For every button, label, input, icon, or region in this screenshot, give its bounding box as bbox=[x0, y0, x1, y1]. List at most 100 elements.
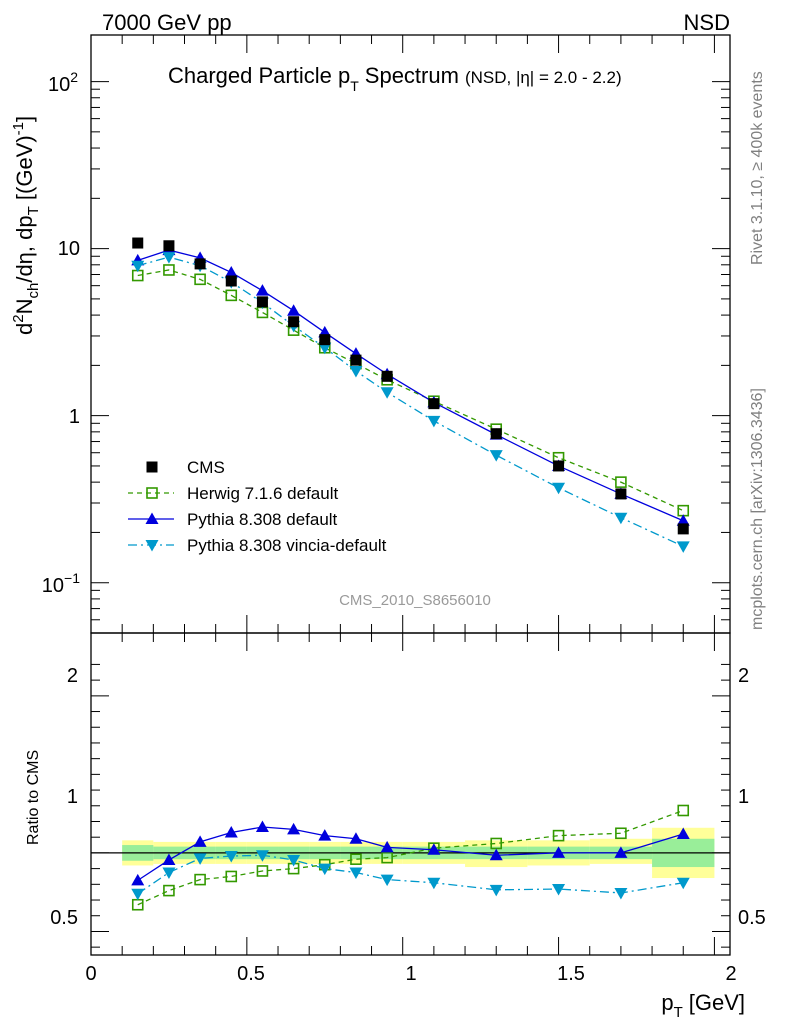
x-tick-0.5: 0.5 bbox=[237, 963, 265, 985]
y-tick-100: 102 bbox=[48, 69, 78, 96]
ratio-pythia-8-308-vincia-default-point bbox=[255, 850, 269, 862]
ratio-y-tick-1: 1 bbox=[67, 786, 78, 808]
ratio-pythia-8-308-vincia-default-point bbox=[318, 863, 332, 876]
ratio-y-tick-2-right: 2 bbox=[738, 665, 749, 687]
main-pythia-8-308-vincia-default-point bbox=[676, 541, 690, 553]
ratio-pythia-8-308-vincia-default-point bbox=[380, 874, 394, 887]
ratio-herwig-7-1-6-default-point bbox=[194, 873, 206, 886]
ratio-y-axis-label: Ratio to CMS bbox=[25, 750, 42, 845]
chart-title: Charged Particle pT Spectrum (NSD, |η| = 2… bbox=[168, 63, 622, 94]
ratio-pythia-8-308-vincia-default-point bbox=[287, 854, 301, 867]
x-tick-1.5: 1.5 bbox=[557, 963, 585, 985]
ratio-pythia-8-308-default-point bbox=[427, 843, 441, 855]
main-pythia-8-308-vincia-default-point bbox=[318, 342, 332, 355]
ratio-herwig-7-1-6-default-point bbox=[350, 853, 362, 865]
ratio-panel: 2 1 0.5 2 1 0.5 Ratio to CMS 0 0.5 1 1.5… bbox=[25, 632, 766, 1021]
ratio-herwig-7-1-6-default-point bbox=[490, 837, 503, 850]
ratio-pythia-8-308-default-point bbox=[131, 873, 145, 886]
legend-entry-pythia-8-308-vincia-default: Pythia 8.308 vincia-default bbox=[187, 536, 387, 555]
main-herwig-7-1-6-default-line bbox=[137, 269, 684, 512]
main-cms-point bbox=[256, 296, 268, 308]
legend-marker bbox=[145, 512, 159, 524]
main-cms-point bbox=[350, 354, 362, 366]
main-pythia-8-308-vincia-default-point bbox=[349, 366, 363, 378]
ratio-y-tick-1-right: 1 bbox=[738, 786, 749, 808]
ratio-herwig-7-1-6-default-point bbox=[552, 829, 565, 842]
main-cms-point bbox=[163, 240, 175, 252]
ratio-pythia-8-308-default-point bbox=[676, 827, 690, 840]
spectrum-panel: 102 10 1 10−1 d2Nch/dη, dpT [(GeV)-1] Ch… bbox=[10, 34, 731, 634]
main-cms-point bbox=[490, 428, 502, 440]
main-pythia-8-308-vincia-default-point bbox=[131, 260, 145, 273]
main-pythia-8-308-vincia-default-point bbox=[380, 387, 394, 399]
main-pythia-8-308-vincia-default-point bbox=[552, 482, 566, 495]
rivet-version-label: Rivet 3.1.10, ≥ 400k events bbox=[749, 71, 766, 265]
ratio-pythia-8-308-default-point bbox=[614, 846, 628, 858]
ratio-pythia-8-308-vincia-default-line bbox=[137, 854, 684, 895]
y-tick-0.1: 10−1 bbox=[42, 570, 80, 597]
x-tick-1: 1 bbox=[405, 963, 416, 985]
main-pythia-8-308-default-point bbox=[287, 304, 301, 316]
main-cms-point bbox=[288, 316, 300, 328]
legend-marker bbox=[146, 487, 158, 499]
main-pythia-8-308-vincia-default-point bbox=[489, 450, 503, 462]
main-pythia-8-308-default-point bbox=[224, 265, 238, 278]
main-cms-point bbox=[194, 258, 206, 270]
ratio-pythia-8-308-default-point bbox=[224, 825, 238, 838]
main-herwig-7-1-6-default-point bbox=[194, 273, 206, 286]
legend-entry-cms: CMS bbox=[187, 458, 225, 477]
main-pythia-8-308-vincia-default-point bbox=[614, 512, 628, 525]
ratio-pythia-8-308-vincia-default-point bbox=[162, 867, 176, 880]
legend-marker bbox=[146, 461, 158, 473]
ratio-herwig-7-1-6-default-point bbox=[615, 827, 627, 840]
ratio-pythia-8-308-default-point bbox=[349, 832, 363, 844]
x-axis-label: pT [GeV] bbox=[661, 990, 745, 1021]
main-herwig-7-1-6-default-point bbox=[225, 289, 238, 302]
header-energy: 7000 GeV pp bbox=[102, 10, 232, 35]
main-cms-point bbox=[553, 460, 565, 472]
ratio-pythia-8-308-vincia-default-point bbox=[349, 867, 363, 880]
main-cms-point bbox=[132, 237, 144, 249]
ratio-pythia-8-308-default-point bbox=[318, 829, 332, 841]
main-pythia-8-308-vincia-default-point bbox=[162, 252, 176, 264]
ratio-pythia-8-308-default-point bbox=[162, 853, 176, 865]
main-cms-point bbox=[381, 370, 393, 382]
main-herwig-7-1-6-default-point bbox=[163, 264, 175, 276]
ratio-herwig-7-1-6-default-point bbox=[677, 804, 690, 817]
ratio-pythia-8-308-vincia-default-point bbox=[676, 877, 690, 890]
ratio-pythia-8-308-default-point bbox=[255, 820, 269, 832]
main-cms-point bbox=[319, 334, 331, 346]
ratio-herwig-7-1-6-default-point bbox=[163, 884, 175, 897]
main-pythia-8-308-default-line bbox=[137, 249, 684, 522]
ratio-pythia-8-308-default-point bbox=[287, 822, 301, 835]
main-herwig-7-1-6-default-point bbox=[615, 476, 627, 488]
legend: CMS Herwig 7.1.6 default Pythia 8.308 defa… bbox=[128, 458, 387, 555]
ratio-pythia-8-308-vincia-default-point bbox=[427, 877, 441, 890]
x-tick-2: 2 bbox=[725, 963, 736, 985]
y-tick-10: 10 bbox=[58, 238, 80, 260]
ratio-herwig-7-1-6-default-point bbox=[256, 865, 269, 877]
ratio-pythia-8-308-default-line bbox=[137, 826, 684, 881]
ratio-y-tick-2: 2 bbox=[67, 665, 78, 687]
main-cms-point bbox=[225, 275, 237, 287]
legend-marker bbox=[145, 540, 159, 552]
ratio-pythia-8-308-vincia-default-point bbox=[614, 887, 628, 900]
ratio-pythia-8-308-vincia-default-point bbox=[552, 884, 566, 896]
ratio-pythia-8-308-vincia-default-point bbox=[224, 851, 238, 863]
mcplots-label: mcplots.cern.ch [arXiv:1306.3436] bbox=[749, 388, 766, 630]
ratio-herwig-7-1-6-default-point bbox=[381, 851, 393, 864]
ratio-y-tick-0.5-right: 0.5 bbox=[738, 907, 766, 929]
legend-entry-herwig-7-1-6-default: Herwig 7.1.6 default bbox=[187, 484, 338, 503]
ratio-pythia-8-308-default-point bbox=[489, 848, 503, 861]
ratio-pythia-8-308-default-point bbox=[552, 846, 566, 858]
ratio-pythia-8-308-default-point bbox=[193, 835, 207, 847]
ratio-pythia-8-308-vincia-default-point bbox=[193, 853, 207, 865]
y-tick-1: 1 bbox=[69, 406, 80, 428]
header-process: NSD bbox=[684, 10, 730, 35]
ratio-pythia-8-308-default-point bbox=[380, 840, 394, 853]
analysis-id-label: CMS_2010_S8656010 bbox=[339, 592, 491, 609]
main-pythia-8-308-vincia-default-point bbox=[427, 415, 441, 428]
ratio-herwig-7-1-6-default-point bbox=[225, 870, 238, 883]
main-cms-point bbox=[615, 488, 627, 500]
